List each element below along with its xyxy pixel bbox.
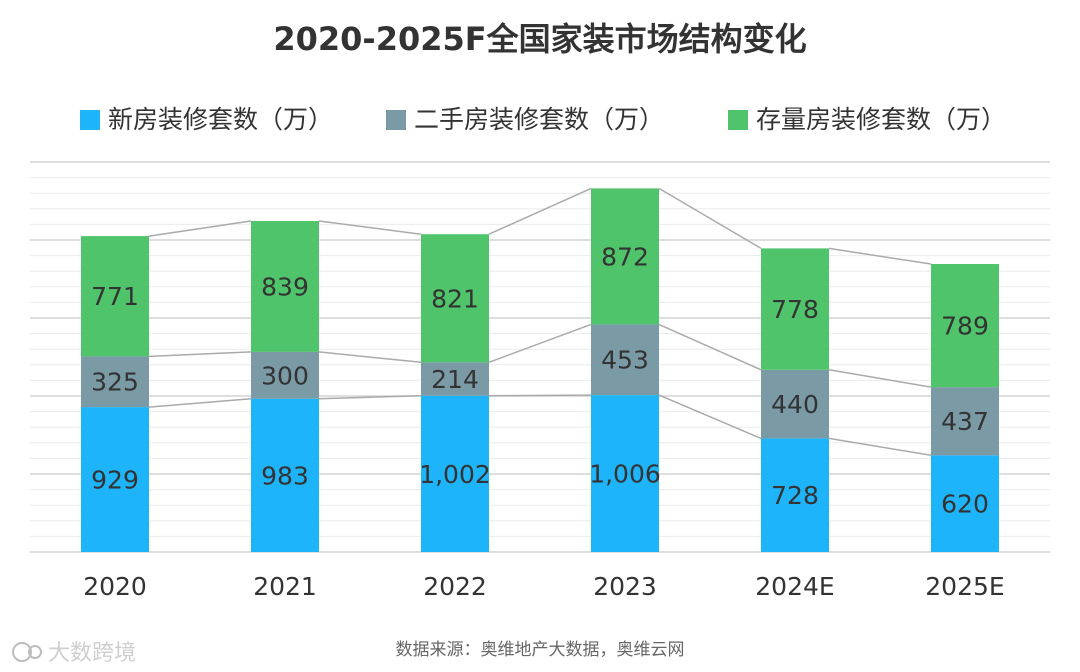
series-connector-line — [148, 220, 252, 237]
bars — [81, 188, 999, 552]
series-connector-line — [488, 323, 592, 364]
legend-item: 二手房装修套数（万） — [386, 105, 664, 134]
data-label: 778 — [771, 295, 819, 324]
bar-segment — [421, 395, 489, 552]
legend-swatch — [80, 110, 100, 130]
x-tick-label: 2020 — [83, 572, 147, 601]
bar-segment — [761, 438, 829, 552]
series-connector-line — [828, 437, 932, 457]
bar-segment — [591, 188, 659, 325]
legend-swatch — [728, 110, 748, 130]
x-tick-label: 2024E — [755, 572, 834, 601]
series-connector-lines — [148, 187, 932, 457]
bar-segment — [81, 356, 149, 408]
data-label: 771 — [91, 282, 139, 311]
bar-segment — [81, 407, 149, 552]
series-connector-line — [828, 369, 932, 388]
data-label: 1,002 — [419, 460, 491, 489]
data-label: 839 — [261, 272, 309, 301]
data-label: 872 — [601, 242, 649, 271]
bar-segment — [251, 398, 319, 552]
legend-label: 新房装修套数（万） — [108, 105, 333, 134]
data-label: 1,006 — [589, 460, 661, 489]
data-label: 929 — [91, 466, 139, 495]
x-axis: 2020 2021 2022 2023 2024E 2025E — [83, 572, 1005, 601]
series-connector-line — [148, 351, 252, 358]
series-connector-line — [658, 323, 762, 371]
legend-label: 存量房装修套数（万） — [756, 105, 1006, 134]
data-label: 325 — [91, 368, 139, 397]
x-tick-label: 2025E — [925, 572, 1004, 601]
bar-segment — [931, 264, 999, 388]
bar-segment — [421, 362, 489, 396]
series-connector-line — [658, 394, 762, 440]
bar-segment — [761, 248, 829, 370]
legend-item: 存量房装修套数（万） — [728, 105, 1006, 134]
watermark-text: 大数跨境 — [48, 641, 136, 666]
source-text: 数据来源：奥维地产大数据，奥维云网 — [396, 640, 685, 660]
series-connector-line — [318, 351, 422, 364]
series-connector-line — [318, 220, 422, 235]
legend-label: 二手房装修套数（万） — [414, 105, 664, 134]
bar-segment — [421, 234, 489, 363]
gridlines — [30, 161, 1050, 553]
bar-segment — [251, 221, 319, 352]
bar-segment — [931, 455, 999, 552]
watermark-logo-icon — [12, 642, 32, 662]
series-connector-line — [488, 394, 592, 397]
data-label: 620 — [941, 490, 989, 519]
data-label: 440 — [771, 390, 819, 419]
legend: 新房装修套数（万） 二手房装修套数（万） 存量房装修套数（万） — [80, 105, 1006, 134]
series-connector-line — [488, 187, 592, 235]
data-label: 453 — [601, 346, 649, 375]
bar-segment — [591, 324, 659, 396]
series-connector-line — [658, 187, 762, 250]
data-label: 983 — [261, 461, 309, 490]
data-label: 214 — [431, 365, 479, 394]
x-tick-label: 2023 — [593, 572, 657, 601]
data-label: 728 — [771, 481, 819, 510]
series-connector-line — [148, 397, 252, 408]
x-tick-label: 2022 — [423, 572, 487, 601]
legend-item: 新房装修套数（万） — [80, 105, 333, 134]
x-tick-label: 2021 — [253, 572, 317, 601]
bar-segment — [931, 387, 999, 456]
value-labels: 929 325 771 983 300 839 1,002 214 821 1,006 453 872… — [91, 242, 989, 518]
bar-segment — [761, 369, 829, 439]
legend-swatch — [386, 110, 406, 130]
watermark-logo-icon-inner — [28, 645, 42, 659]
bar-segment — [591, 395, 659, 552]
data-label: 300 — [261, 361, 309, 390]
bar-segment — [81, 236, 149, 357]
series-connector-line — [828, 247, 932, 265]
watermark: 大数跨境 — [12, 641, 136, 666]
chart-title: 2020-2025F全国家装市场结构变化 — [273, 20, 806, 58]
bar-segment — [251, 351, 319, 399]
series-connector-line — [318, 394, 422, 400]
data-label: 437 — [941, 407, 989, 436]
data-label: 821 — [431, 284, 479, 313]
data-label: 789 — [941, 312, 989, 341]
